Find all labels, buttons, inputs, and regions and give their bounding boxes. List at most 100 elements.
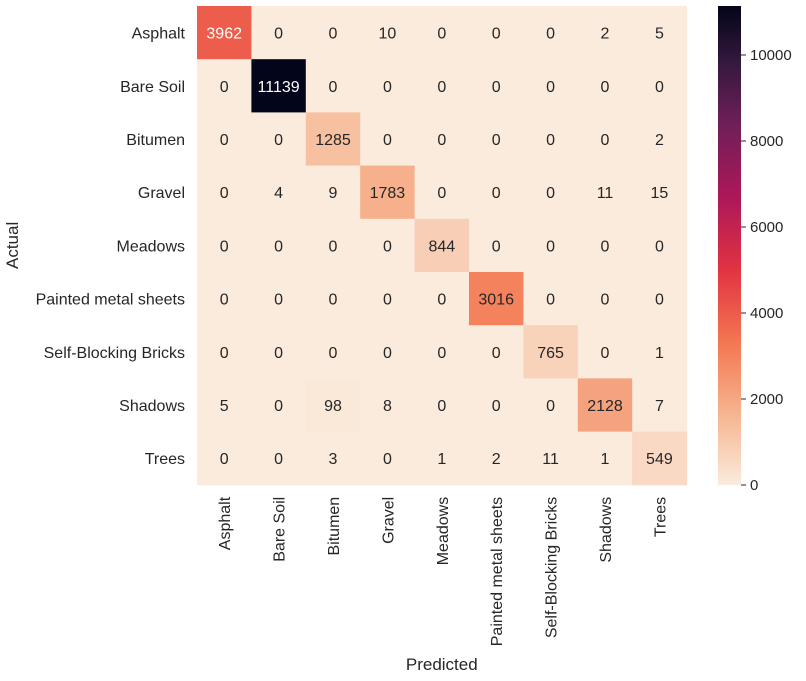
cell-value-label: 0	[492, 26, 501, 43]
heatmap-cell	[632, 325, 688, 379]
heatmap-cell	[414, 59, 470, 113]
cell-value-label: 0	[655, 79, 664, 96]
cell-value-label: 0	[329, 238, 338, 255]
cell-value-label: 0	[329, 79, 338, 96]
cell-value-label: 0	[492, 79, 501, 96]
cell-value-label: 0	[274, 345, 283, 362]
cell-value-label: 98	[324, 398, 342, 415]
cell-value-label: 0	[274, 451, 283, 468]
heatmap-cell	[360, 112, 416, 167]
cell-value-label: 0	[655, 238, 664, 255]
colorbar	[718, 6, 741, 485]
heatmap-cell	[469, 165, 524, 220]
cell-value-label: 0	[601, 238, 610, 255]
cell-value-label: 0	[329, 26, 338, 43]
cell-value-label: 2128	[587, 398, 623, 415]
cell-value-label: 3962	[206, 26, 242, 43]
cell-value-label: 0	[546, 292, 555, 309]
heatmap-cell	[469, 325, 524, 379]
heatmap-cell	[197, 272, 252, 326]
x-tick-label: Trees	[652, 497, 669, 537]
cell-value-label: 0	[220, 79, 229, 96]
colorbar-tick-label: 0	[750, 477, 758, 494]
x-tick-labels: Asphalt Bare Soil Bitumen Gravel Meadows Pain…	[217, 496, 669, 646]
cell-value-label: 5	[655, 26, 664, 43]
heatmap-cell	[305, 378, 361, 433]
heatmap-cell	[251, 218, 307, 273]
colorbar-tick-label: 6000	[750, 219, 783, 236]
cell-value-label: 11	[542, 451, 559, 468]
cell-value-label: 0	[437, 79, 446, 96]
cell-value-label: 0	[492, 398, 501, 415]
heatmap-cell	[414, 325, 470, 379]
heatmap-cell	[577, 218, 633, 273]
cell-value-label: 0	[220, 238, 229, 255]
x-tick-label: Meadows	[435, 497, 452, 565]
heatmap-cell	[469, 6, 524, 60]
heatmap-cell	[360, 378, 416, 433]
x-tick-label: Gravel	[380, 497, 397, 544]
x-tick-label: Painted metal sheets	[489, 497, 506, 646]
colorbar-tick-label: 8000	[750, 133, 783, 150]
heatmap-cell	[469, 59, 524, 113]
heatmap-cell	[360, 59, 416, 113]
x-tick-label: Asphalt	[217, 496, 234, 550]
heatmap-cell	[360, 325, 416, 379]
cell-value-label: 1	[601, 451, 610, 468]
heatmap-cell	[414, 272, 470, 326]
heatmap-cell	[251, 112, 307, 167]
heatmap-cell	[305, 272, 361, 326]
cell-value-label: 0	[220, 132, 229, 149]
heatmap-cell	[577, 59, 633, 113]
colorbar-ticks: 0 2000 4000 6000 8000 10000	[741, 47, 792, 494]
cell-value-label: 0	[274, 26, 283, 43]
heatmap-cell	[523, 378, 579, 433]
heatmap-cell	[305, 112, 361, 167]
cell-value-label: 0	[220, 345, 229, 362]
heatmap-cell	[632, 431, 688, 486]
cell-value-label: 1	[437, 451, 446, 468]
heatmap-cell	[251, 325, 307, 379]
cell-value-label: 2	[655, 132, 664, 149]
cell-value-label: 0	[437, 345, 446, 362]
colorbar-tick-label: 2000	[750, 391, 783, 408]
heatmap-cell	[414, 165, 470, 220]
heatmap-cell	[360, 431, 416, 486]
heatmap-cell	[414, 378, 470, 433]
heatmap-cell	[469, 112, 524, 167]
heatmap-cell	[251, 431, 307, 486]
cell-value-label: 7	[655, 398, 664, 415]
heatmap-cell	[523, 165, 579, 220]
heatmap-cell	[197, 59, 252, 113]
cell-value-label: 0	[274, 238, 283, 255]
cell-value-label: 0	[437, 292, 446, 309]
cell-value-label: 0	[492, 345, 501, 362]
y-tick-label: Gravel	[138, 185, 185, 202]
y-tick-label: Shadows	[119, 398, 185, 415]
cell-value-label: 15	[651, 185, 669, 202]
cell-value-label: 0	[601, 345, 610, 362]
heatmap-cell	[251, 378, 307, 433]
cell-value-label: 0	[274, 132, 283, 149]
heatmap-cell	[523, 6, 579, 60]
x-tick-label: Shadows	[598, 497, 615, 563]
cell-value-label: 0	[437, 185, 446, 202]
y-tick-label: Bitumen	[126, 132, 185, 149]
heatmap-cell	[414, 6, 470, 60]
heatmap-cell	[251, 59, 307, 113]
x-tick-label: Self-Blocking Bricks	[544, 497, 561, 638]
heatmap-cell	[523, 112, 579, 167]
heatmap-cell	[414, 431, 470, 486]
cell-value-label: 1	[655, 345, 664, 362]
heatmap-cell	[360, 272, 416, 326]
heatmap-cells: 3962 0 0 10 0 0 0 2 50 11139 0 0 0 0 0 0 00 0 1285 0 0 0 0 0 20 4…	[197, 6, 688, 486]
cell-value-label: 0	[383, 345, 392, 362]
cell-value-label: 0	[546, 79, 555, 96]
cell-value-label: 9	[329, 185, 338, 202]
cell-value-label: 0	[383, 238, 392, 255]
heatmap-cell	[632, 59, 688, 113]
cell-value-label: 0	[329, 345, 338, 362]
cell-value-label: 0	[383, 292, 392, 309]
cell-value-label: 0	[220, 185, 229, 202]
